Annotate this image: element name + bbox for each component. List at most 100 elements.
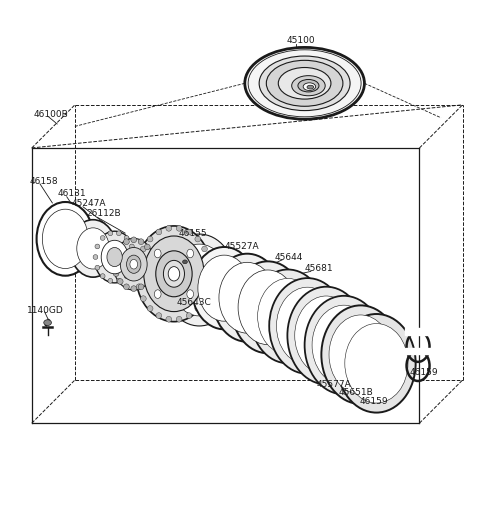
Ellipse shape — [238, 270, 298, 345]
Ellipse shape — [186, 229, 192, 235]
Ellipse shape — [117, 244, 123, 250]
Text: 26112B: 26112B — [86, 209, 120, 218]
Ellipse shape — [95, 244, 100, 249]
Text: 45651B: 45651B — [338, 389, 373, 397]
Ellipse shape — [123, 284, 129, 289]
Ellipse shape — [276, 287, 338, 365]
Text: 45247A: 45247A — [72, 199, 106, 208]
Ellipse shape — [176, 225, 182, 231]
Text: 46159: 46159 — [360, 397, 388, 406]
Ellipse shape — [123, 239, 129, 245]
Ellipse shape — [269, 278, 346, 374]
Ellipse shape — [168, 267, 180, 281]
Ellipse shape — [108, 279, 113, 283]
Text: 45644: 45644 — [275, 252, 303, 262]
Ellipse shape — [288, 287, 365, 384]
Ellipse shape — [192, 247, 257, 329]
Ellipse shape — [113, 271, 119, 277]
Ellipse shape — [176, 316, 182, 322]
Ellipse shape — [202, 246, 207, 252]
Ellipse shape — [305, 296, 383, 394]
Ellipse shape — [166, 225, 172, 231]
Text: 45100: 45100 — [287, 36, 315, 45]
Ellipse shape — [131, 286, 137, 292]
Ellipse shape — [101, 240, 128, 274]
Ellipse shape — [303, 83, 316, 90]
Ellipse shape — [94, 231, 135, 283]
Ellipse shape — [147, 305, 153, 311]
Ellipse shape — [100, 273, 105, 279]
Ellipse shape — [259, 56, 350, 110]
Ellipse shape — [295, 296, 358, 375]
Ellipse shape — [144, 244, 150, 250]
Ellipse shape — [124, 273, 129, 279]
Ellipse shape — [135, 271, 141, 277]
Ellipse shape — [141, 296, 146, 301]
Text: 46100B: 46100B — [33, 110, 68, 119]
Ellipse shape — [136, 226, 212, 321]
Text: 46131: 46131 — [57, 189, 86, 198]
Ellipse shape — [207, 271, 213, 277]
Ellipse shape — [132, 255, 136, 260]
Ellipse shape — [124, 236, 129, 240]
Ellipse shape — [93, 255, 98, 260]
Polygon shape — [405, 347, 431, 354]
Ellipse shape — [136, 284, 142, 289]
Ellipse shape — [44, 320, 51, 326]
Ellipse shape — [206, 258, 212, 264]
Text: 45577A: 45577A — [317, 380, 351, 390]
Ellipse shape — [195, 305, 201, 311]
Ellipse shape — [231, 261, 304, 353]
Polygon shape — [405, 328, 431, 334]
Ellipse shape — [163, 234, 236, 326]
Text: 1140GD: 1140GD — [27, 306, 64, 315]
Ellipse shape — [113, 252, 119, 258]
Ellipse shape — [202, 296, 207, 301]
Ellipse shape — [155, 249, 161, 258]
Ellipse shape — [156, 229, 162, 235]
Ellipse shape — [149, 252, 154, 258]
Ellipse shape — [127, 255, 141, 273]
Ellipse shape — [149, 271, 154, 277]
Ellipse shape — [138, 239, 144, 245]
Ellipse shape — [170, 244, 228, 316]
Ellipse shape — [117, 279, 123, 284]
Ellipse shape — [130, 265, 134, 270]
Ellipse shape — [292, 76, 325, 96]
Ellipse shape — [258, 279, 318, 354]
Ellipse shape — [298, 79, 319, 92]
Text: 46159: 46159 — [410, 368, 439, 377]
Ellipse shape — [108, 231, 113, 236]
Ellipse shape — [36, 202, 94, 276]
Ellipse shape — [187, 290, 193, 298]
Ellipse shape — [156, 313, 162, 318]
Ellipse shape — [212, 254, 282, 342]
Text: 46158: 46158 — [29, 177, 58, 186]
Ellipse shape — [182, 260, 187, 264]
Ellipse shape — [219, 262, 276, 333]
Ellipse shape — [77, 228, 109, 269]
Ellipse shape — [130, 244, 134, 249]
Ellipse shape — [251, 269, 325, 363]
Ellipse shape — [337, 314, 416, 413]
Ellipse shape — [130, 260, 138, 269]
Ellipse shape — [156, 251, 192, 297]
Ellipse shape — [307, 85, 314, 89]
Ellipse shape — [147, 236, 153, 242]
Ellipse shape — [117, 231, 121, 236]
Ellipse shape — [245, 47, 364, 119]
Ellipse shape — [100, 236, 105, 240]
Ellipse shape — [195, 236, 201, 242]
Ellipse shape — [322, 305, 400, 404]
Ellipse shape — [113, 238, 155, 290]
Ellipse shape — [166, 316, 172, 322]
Ellipse shape — [144, 279, 150, 284]
Text: 45527A: 45527A — [225, 241, 259, 251]
Ellipse shape — [312, 305, 376, 385]
Ellipse shape — [198, 255, 251, 321]
Ellipse shape — [144, 236, 204, 312]
Ellipse shape — [186, 313, 192, 318]
Ellipse shape — [112, 261, 118, 267]
Ellipse shape — [70, 220, 116, 277]
Ellipse shape — [131, 237, 137, 243]
